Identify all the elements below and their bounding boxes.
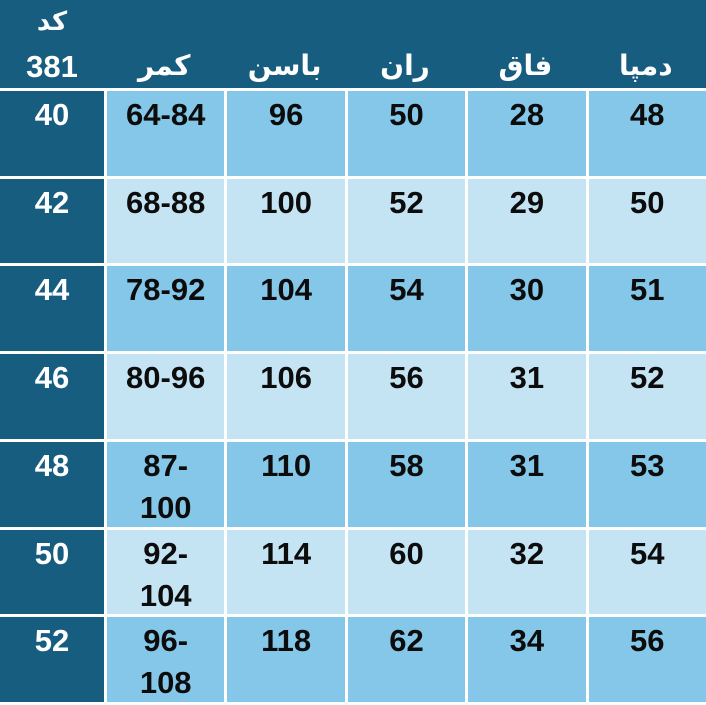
hem-cell: 54 — [588, 529, 706, 615]
rise-cell: 31 — [468, 354, 586, 439]
code-header-label: کد — [36, 6, 68, 36]
hem-cell: 52 — [588, 354, 706, 439]
hip-cell: 104 — [227, 266, 345, 352]
hem-cell: 51 — [588, 266, 706, 352]
waist-cell: 68-88 — [107, 178, 225, 264]
rise-cell: 28 — [468, 91, 586, 176]
waist-cell: 96- 108 — [107, 617, 225, 702]
table-header: کد 381 کمر باسن ران فاق دمپا — [0, 0, 706, 88]
hem-cell: 56 — [588, 617, 706, 702]
column-header-rise: فاق — [498, 50, 553, 81]
rise-cell: 30 — [468, 266, 586, 352]
thigh-cell: 54 — [347, 266, 466, 352]
thigh-cell: 56 — [347, 354, 466, 439]
size-cell: 44 — [0, 266, 104, 352]
waist-cell: 87- 100 — [107, 441, 225, 527]
thigh-cell: 60 — [347, 529, 466, 615]
hip-cell: 114 — [227, 529, 345, 615]
waist-cell: 92- 104 — [107, 529, 225, 615]
column-header-hem: دمپا — [618, 50, 673, 81]
column-header-hip: باسن — [247, 50, 322, 81]
rise-cell: 32 — [468, 529, 586, 615]
product-code: 381 — [26, 49, 78, 84]
hip-cell: 100 — [227, 178, 345, 264]
thigh-cell: 58 — [347, 441, 466, 527]
hem-cell: 48 — [588, 91, 706, 176]
waist-cell: 64-84 — [107, 91, 225, 176]
hem-cell: 50 — [588, 178, 706, 264]
hip-cell: 118 — [227, 617, 345, 702]
waist-cell: 80-96 — [107, 354, 225, 439]
rise-cell: 31 — [468, 441, 586, 527]
hip-cell: 110 — [227, 441, 345, 527]
hip-cell: 96 — [227, 91, 345, 176]
size-cell: 40 — [0, 91, 104, 176]
table-body: 40 64-84 96 50 28 48 42 68-88 100 52 29 … — [0, 88, 706, 702]
rise-cell: 29 — [468, 178, 586, 264]
size-cell: 46 — [0, 354, 104, 439]
size-cell: 50 — [0, 529, 104, 615]
thigh-cell: 50 — [347, 91, 466, 176]
column-header-waist: کمر — [137, 50, 191, 81]
waist-cell: 78-92 — [107, 266, 225, 352]
size-cell: 48 — [0, 441, 104, 527]
hem-cell: 53 — [588, 441, 706, 527]
rise-cell: 34 — [468, 617, 586, 702]
hip-cell: 106 — [227, 354, 345, 439]
size-cell: 42 — [0, 178, 104, 264]
column-header-thigh: ران — [380, 50, 430, 81]
size-cell: 52 — [0, 617, 104, 702]
thigh-cell: 52 — [347, 178, 466, 264]
code-header-cell: کد 381 — [0, 0, 104, 88]
thigh-cell: 62 — [347, 617, 466, 702]
